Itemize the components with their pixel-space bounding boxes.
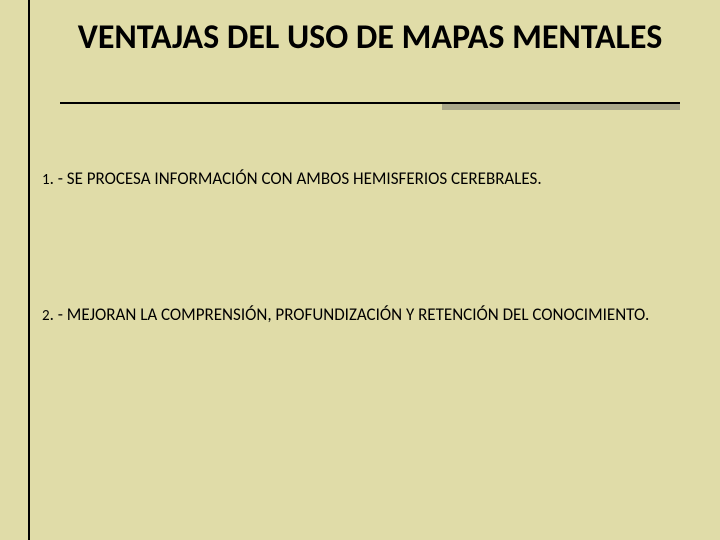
paragraph-2-text: . - MEJORAN LA COMPRENSIÓN, PROFUNDIZACI… bbox=[50, 304, 650, 325]
underline-main bbox=[60, 102, 680, 104]
title-container: VENTAJAS DEL USO DE MAPAS MENTALES bbox=[60, 18, 680, 57]
left-vertical-rule bbox=[28, 0, 30, 540]
title-underline bbox=[60, 102, 680, 108]
paragraph-1-text: . - SE PROCESA INFORMACIÓN CON AMBOS HEM… bbox=[50, 168, 542, 189]
paragraph-2: 2. - MEJORAN LA COMPRENSIÓN, PROFUNDIZAC… bbox=[42, 304, 678, 327]
paragraph-2-number: 2 bbox=[42, 307, 50, 325]
underline-shadow bbox=[442, 104, 680, 110]
slide: { "title": { "text": "VENTAJAS DEL USO D… bbox=[0, 0, 720, 540]
slide-title: VENTAJAS DEL USO DE MAPAS MENTALES bbox=[78, 18, 663, 57]
paragraph-1-number: 1 bbox=[42, 171, 50, 189]
paragraph-1: 1. - SE PROCESA INFORMACIÓN CON AMBOS HE… bbox=[42, 168, 678, 191]
